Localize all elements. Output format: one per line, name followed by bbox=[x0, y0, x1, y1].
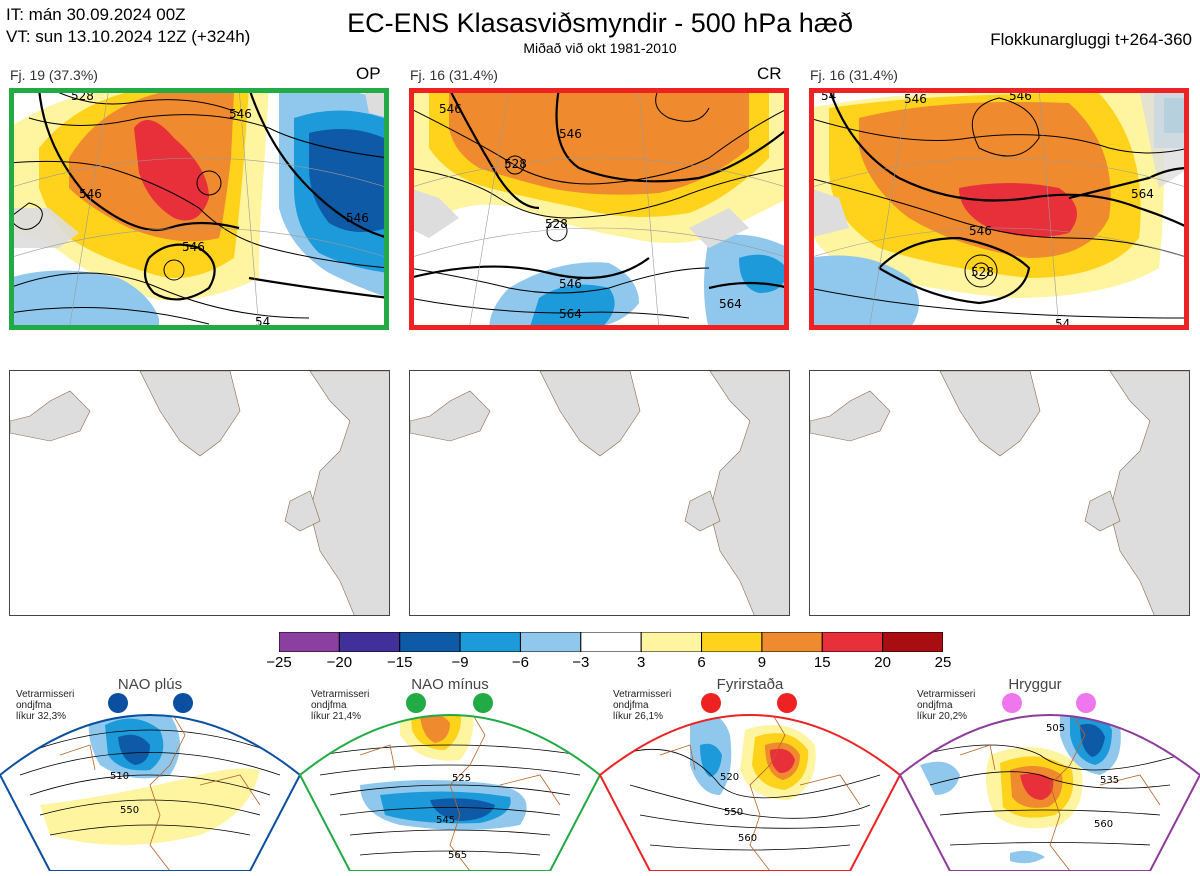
colorbar-tick-label: 15 bbox=[813, 654, 831, 671]
regime-title-ridge: Hryggur bbox=[1008, 676, 1062, 693]
colorbar-swatch bbox=[640, 631, 703, 653]
contour-label: 564 bbox=[719, 297, 742, 311]
regime-caption-nao-plus: Vetrarmisseri ondjfma líkur 32,3% bbox=[16, 689, 75, 722]
basemap-graphic bbox=[810, 371, 1189, 615]
contour-label: 528 bbox=[504, 157, 527, 171]
map-3-graphic: 54 546 546 564 546 528 54 bbox=[809, 88, 1189, 330]
colorbar-tick-label: 20 bbox=[874, 654, 891, 671]
regime-caption-ridge: Vetrarmisseri ondjfma líkur 20,2% bbox=[917, 689, 976, 722]
contour-label: 550 bbox=[120, 805, 139, 816]
colorbar-tick-label: 3 bbox=[637, 654, 646, 671]
colorbar-tick-label: −3 bbox=[572, 654, 590, 671]
panel-frame bbox=[809, 88, 1189, 330]
contour-label: 545 bbox=[436, 815, 455, 826]
colorbar-swatch bbox=[821, 631, 884, 653]
map-cr-graphic: 546 528 546 528 546 564 564 bbox=[409, 88, 789, 330]
colorbar-swatch bbox=[278, 631, 340, 653]
colorbar-tick-label: −9 bbox=[451, 654, 469, 671]
page-title: EC-ENS Klasasviðsmyndir - 500 hPa hæð bbox=[347, 8, 853, 38]
colorbar-tick-label: 25 bbox=[934, 654, 952, 671]
colorbar-swatch bbox=[338, 631, 401, 653]
regime-dot bbox=[701, 693, 721, 713]
contour-label: 546 bbox=[79, 187, 102, 201]
contour-label: 546 bbox=[969, 224, 992, 238]
colorbar-swatch bbox=[882, 631, 944, 653]
basemap-graphic bbox=[10, 371, 389, 615]
contour-label: 535 bbox=[1100, 775, 1119, 786]
contour-label: 546 bbox=[229, 107, 252, 121]
colorbar-swatch bbox=[519, 631, 582, 653]
colorbar-tick-label: −15 bbox=[386, 654, 413, 671]
contour-label: 546 bbox=[439, 102, 462, 116]
panel-frame bbox=[9, 88, 389, 330]
regime-caption-nao-minus: Vetrarmisseri ondjfma líkur 21,4% bbox=[311, 689, 370, 722]
contour-label: 564 bbox=[1131, 187, 1154, 201]
colorbar bbox=[278, 631, 944, 653]
contour-label: 510 bbox=[110, 771, 129, 782]
colorbar-swatch bbox=[580, 631, 642, 653]
initial-time: IT: mán 30.09.2024 00Z bbox=[6, 5, 186, 24]
panel-2-code: CR bbox=[757, 64, 782, 83]
contour-label: 560 bbox=[738, 833, 757, 844]
regime-dot bbox=[108, 693, 128, 713]
contour-label: 505 bbox=[1046, 723, 1065, 734]
colorbar-tick-label: 9 bbox=[757, 654, 767, 671]
regime-title-blocking: Fyrirstaða bbox=[716, 676, 784, 693]
contour-label: 528 bbox=[545, 217, 568, 231]
empty-map-panel-2 bbox=[409, 370, 790, 616]
empty-map-panel-1 bbox=[9, 370, 390, 616]
panel-2-label: Fj. 16 (31.4%) bbox=[410, 67, 498, 83]
regime-dot bbox=[173, 693, 193, 713]
colorbar-swatch bbox=[701, 631, 763, 653]
colorbar-graphic bbox=[278, 631, 944, 653]
map-panel-3: 54 546 546 564 546 528 54 bbox=[809, 88, 1189, 330]
regime-dot bbox=[1076, 693, 1096, 713]
regime-dot bbox=[473, 693, 493, 713]
contour-label: 565 bbox=[448, 850, 467, 861]
colorbar-tick-label: −6 bbox=[511, 654, 529, 671]
classification-window: Flokkunargluggi t+264-360 bbox=[990, 30, 1192, 49]
panel-frame bbox=[409, 88, 789, 330]
contour-label: 546 bbox=[559, 277, 582, 291]
colorbar-tick-label: 6 bbox=[697, 654, 706, 671]
panel-1-label: Fj. 19 (37.3%) bbox=[10, 67, 98, 83]
contour-label: 564 bbox=[559, 307, 582, 321]
regime-title-nao-minus: NAO mínus bbox=[411, 676, 489, 693]
regime-dot bbox=[777, 693, 797, 713]
contour-label: 546 bbox=[346, 211, 369, 225]
panel-1-code: OP bbox=[356, 64, 381, 83]
regime-title-nao-plus: NAO plús bbox=[117, 676, 183, 693]
colorbar-swatch bbox=[459, 631, 521, 653]
regime-row: 510 550 525 545 565 520 550 560 505 535 … bbox=[0, 675, 1200, 872]
contour-label: 546 bbox=[182, 240, 205, 254]
map-op-graphic: 528 546 546 546 546 54 bbox=[9, 88, 389, 330]
basemap-graphic bbox=[410, 371, 789, 615]
contour-label: 550 bbox=[724, 807, 743, 818]
regime-graphics: 510 550 525 545 565 520 550 560 505 535 … bbox=[0, 693, 1200, 872]
contour-label: 560 bbox=[1094, 819, 1113, 830]
empty-map-panel-3 bbox=[809, 370, 1190, 616]
valid-time: VT: sun 13.10.2024 12Z (+324h) bbox=[6, 27, 251, 46]
contour-label: 546 bbox=[904, 92, 927, 106]
map-panel-cr: 546 528 546 528 546 564 564 bbox=[409, 88, 789, 330]
contour-label: 528 bbox=[971, 265, 994, 279]
contour-label: 520 bbox=[720, 772, 739, 783]
regime-dot bbox=[406, 693, 426, 713]
contour-label: 525 bbox=[452, 773, 471, 784]
colorbar-tick-label: −20 bbox=[326, 654, 353, 671]
panel-3-label: Fj. 16 (31.4%) bbox=[810, 67, 898, 83]
regime-dot bbox=[1002, 693, 1022, 713]
map-panel-op: 528 546 546 546 546 54 bbox=[9, 88, 389, 330]
contour-label: 546 bbox=[559, 127, 582, 141]
header-info: IT: mán 30.09.2024 00Z VT: sun 13.10.202… bbox=[6, 4, 250, 48]
colorbar-swatch bbox=[399, 631, 461, 653]
regime-caption-blocking: Vetrarmisseri ondjfma líkur 26,1% bbox=[613, 689, 672, 722]
colorbar-tick-label: −25 bbox=[266, 654, 292, 671]
colorbar-swatch bbox=[761, 631, 823, 653]
page-subtitle: Miðað við okt 1981-2010 bbox=[523, 40, 677, 56]
